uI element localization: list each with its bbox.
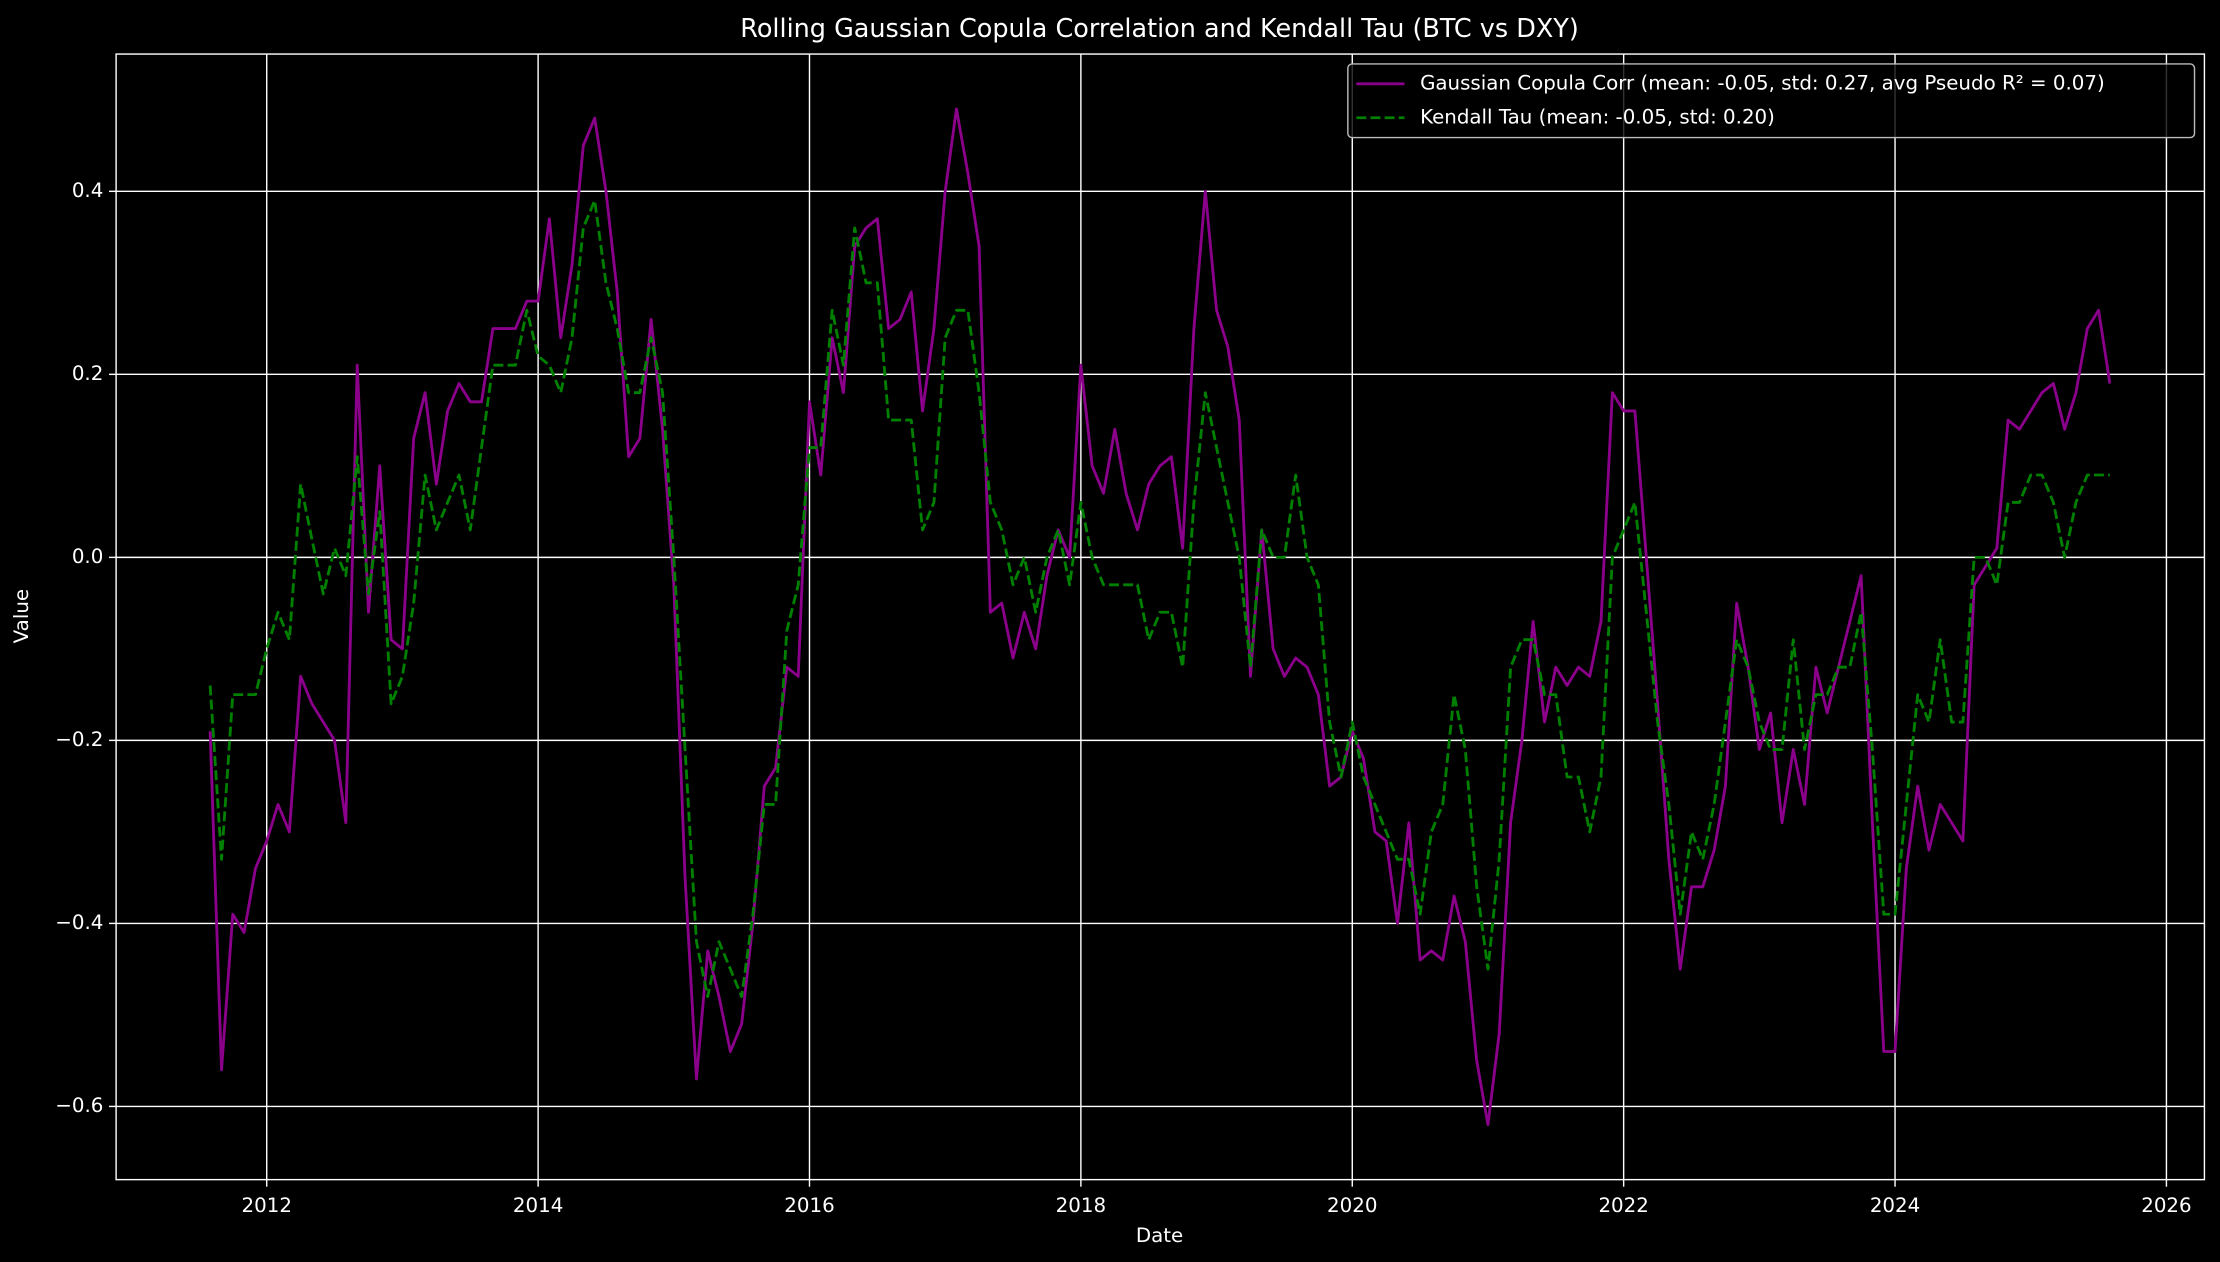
y-tick-label: −0.4	[55, 911, 103, 934]
y-tick-label: −0.2	[55, 728, 103, 751]
y-tick-label: 0.2	[72, 362, 104, 385]
series-line	[208, 199, 2110, 999]
y-axis-label: Value	[10, 589, 33, 643]
series-line	[208, 107, 2112, 1127]
legend-label: Gaussian Copula Corr (mean: -0.05, std: …	[1420, 71, 2105, 94]
x-tick-label: 2024	[1870, 1194, 1920, 1217]
x-axis-label: Date	[1136, 1224, 1183, 1247]
x-tick-label: 2022	[1598, 1194, 1648, 1217]
chart-title: Rolling Gaussian Copula Correlation and …	[740, 14, 1579, 44]
x-tick-label: 2020	[1327, 1194, 1377, 1217]
y-tick-label: 0.0	[72, 545, 104, 568]
x-tick-label: 2014	[513, 1194, 563, 1217]
legend-box	[1347, 63, 2196, 139]
y-tick-label: 0.4	[72, 179, 104, 202]
plot-frame	[115, 53, 2206, 1181]
x-tick-label: 2026	[2141, 1194, 2191, 1217]
x-tick-label: 2012	[242, 1194, 292, 1217]
legend-label: Kendall Tau (mean: -0.05, std: 0.20)	[1420, 105, 1775, 128]
y-tick-label: −0.6	[55, 1094, 103, 1117]
x-tick-label: 2018	[1056, 1194, 1106, 1217]
x-tick-label: 2016	[784, 1194, 834, 1217]
